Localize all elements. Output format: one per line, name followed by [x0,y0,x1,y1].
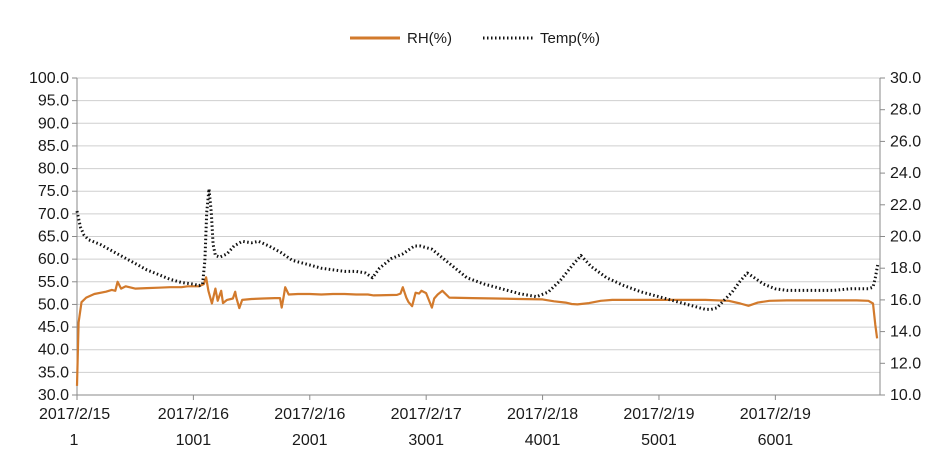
series-line-rh [75,276,879,386]
legend-label-temp: Temp(%) [540,30,600,47]
left-y-axis-ticks: 30.0 35.0 40.0 45.0 50.0 55.0 60.0 65.0 70.0 75.0… [29,70,77,404]
left-tick-label: 55.0 [38,274,69,291]
right-y-axis-ticks: 10.0 12.0 14.0 16.0 18.0 20.0 22.0 24.0 26.0 28.0… [880,70,921,404]
right-tick-label: 14.0 [890,324,921,341]
right-tick-label: 24.0 [890,165,921,182]
legend-label-rh: RH(%) [407,30,452,47]
right-tick-label: 10.0 [890,387,921,404]
left-tick-label: 50.0 [38,296,69,313]
x-tick-date-label: 2017/2/17 [391,406,462,423]
left-tick-label: 35.0 [38,364,69,381]
left-tick-label: 30.0 [38,387,69,404]
x-axis-ticks: 2017/2/15 1 2017/2/16 1001 2017/2/16 2001 2017… [39,395,811,449]
right-tick-label: 30.0 [890,70,921,87]
right-tick-label: 18.0 [890,260,921,277]
x-tick-date-label: 2017/2/19 [623,406,694,423]
series-line-temp [75,187,880,311]
x-tick-index-label: 6001 [758,432,794,449]
x-tick-index-label: 2001 [292,432,328,449]
gridlines [77,77,880,396]
right-tick-label: 20.0 [890,229,921,246]
left-tick-label: 90.0 [38,115,69,132]
right-tick-label: 28.0 [890,102,921,119]
x-tick-index-label: 1 [70,432,79,449]
x-tick-date-label: 2017/2/19 [740,406,811,423]
x-tick-date-label: 2017/2/16 [158,406,229,423]
right-tick-label: 16.0 [890,292,921,309]
right-tick-label: 12.0 [890,355,921,372]
legend: RH(%) Temp(%) [350,30,600,47]
left-tick-label: 45.0 [38,319,69,336]
left-tick-label: 100.0 [29,70,69,87]
left-tick-label: 65.0 [38,229,69,246]
left-tick-label: 60.0 [38,251,69,268]
left-tick-label: 70.0 [38,206,69,223]
left-tick-label: 95.0 [38,93,69,110]
x-tick-index-label: 4001 [525,432,561,449]
right-tick-label: 22.0 [890,197,921,214]
right-tick-label: 26.0 [890,133,921,150]
left-tick-label: 75.0 [38,183,69,200]
x-tick-date-label: 2017/2/18 [507,406,578,423]
left-tick-label: 80.0 [38,161,69,178]
x-tick-date-label: 2017/2/16 [274,406,345,423]
x-tick-index-label: 1001 [176,432,212,449]
series-layer [75,187,880,386]
x-tick-index-label: 5001 [641,432,677,449]
left-tick-label: 40.0 [38,342,69,359]
x-tick-date-label: 2017/2/15 [39,406,110,423]
x-tick-index-label: 3001 [408,432,444,449]
left-tick-label: 85.0 [38,138,69,155]
